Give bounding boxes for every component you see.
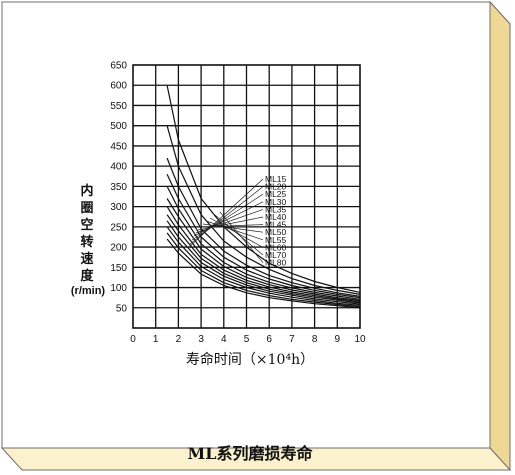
- legend-label: ML35: [265, 204, 287, 214]
- legend-label: ML60: [265, 242, 287, 252]
- y-tick-label: 500: [110, 121, 127, 132]
- legend-label: ML25: [265, 189, 287, 199]
- series-line-ml20: [166, 125, 361, 295]
- y-axis-label-char: 圈: [80, 201, 94, 216]
- legend-label: ML70: [265, 250, 287, 260]
- legend-label: ML40: [265, 212, 287, 222]
- x-axis-label: 寿命时间（×10⁴h）: [185, 352, 315, 368]
- curves: [166, 85, 361, 309]
- y-tick-label: 400: [110, 162, 127, 173]
- figure-caption: ML系列磨损寿命: [187, 444, 313, 463]
- series-line-ml30: [166, 173, 361, 299]
- legend-leader-line: [189, 186, 264, 245]
- legend-leader-line: [214, 214, 264, 256]
- y-tick-label: 100: [110, 283, 127, 294]
- y-axis-label-char: 空: [80, 218, 94, 233]
- x-tick-label: 5: [244, 334, 250, 345]
- legend-leader-line: [197, 216, 264, 231]
- x-tick-label: 3: [198, 334, 204, 345]
- y-tick-label: 650: [110, 61, 127, 72]
- legend-label: ML30: [265, 197, 287, 207]
- y-tick-label: 450: [110, 141, 127, 152]
- legend-leaders: [187, 178, 264, 263]
- x-tick-label: 10: [354, 334, 366, 345]
- legend-label: ML80: [265, 258, 287, 268]
- y-tick-label: 250: [110, 222, 127, 233]
- y-axis-label-char: 转: [80, 235, 94, 250]
- legend-leader-line: [193, 201, 264, 237]
- y-tick-label: 50: [116, 303, 128, 314]
- legend-label: ML45: [265, 220, 287, 230]
- x-tick-label: 6: [266, 334, 272, 345]
- series-line-ml40: [166, 198, 361, 302]
- series-line-ml45: [166, 206, 361, 303]
- legend-label: ML50: [265, 227, 287, 237]
- legend-leader-line: [202, 223, 264, 233]
- series-line-ml80: [166, 238, 361, 309]
- x-tick-label: 7: [289, 334, 295, 345]
- y-tick-label: 150: [110, 263, 127, 274]
- y-tick-label: 550: [110, 101, 127, 112]
- y-axis-label-char: 内: [80, 184, 94, 199]
- tick-labels: 0 1 2 3 4 5 6 7 8 9 10 50 100 150 200 250 300 350 400 450 50…: [110, 61, 366, 346]
- y-axis-label-char: 速: [80, 252, 94, 267]
- series-line-ml25: [166, 157, 361, 297]
- y-tick-label: 350: [110, 182, 127, 193]
- x-tick-label: 8: [312, 334, 318, 345]
- series-line-ml15: [166, 85, 361, 293]
- legend-leader-line: [187, 178, 264, 249]
- series-line-ml60: [166, 226, 361, 306]
- panel-bottom-bevel: [0, 447, 512, 471]
- y-tick-label: 600: [110, 81, 127, 92]
- y-tick-label: 300: [110, 202, 127, 213]
- legend-leader-line: [191, 193, 264, 241]
- legend: ML15ML20ML25ML30ML35ML40ML45ML50ML55ML60…: [265, 174, 287, 268]
- series-line-ml50: [166, 214, 361, 304]
- x-tick-label: 1: [153, 334, 159, 345]
- y-tick-label: 200: [110, 243, 127, 254]
- x-tick-label: 2: [176, 334, 182, 345]
- legend-label: ML20: [265, 182, 287, 192]
- x-tick-label: 4: [221, 334, 227, 345]
- x-tick-label: 9: [335, 334, 341, 345]
- series-line-ml55: [166, 220, 361, 305]
- legend-leader-line: [205, 220, 264, 241]
- x-tick-label: 0: [130, 334, 136, 345]
- y-axis-unit: (r/min): [70, 285, 106, 297]
- legend-leader-line: [195, 209, 264, 234]
- series-line-ml35: [166, 186, 361, 300]
- series-line-ml70: [166, 232, 361, 308]
- y-axis-label-char: 度: [80, 269, 94, 284]
- legend-label: ML55: [265, 235, 287, 245]
- legend-label: ML15: [265, 174, 287, 184]
- legend-leader-line: [219, 211, 264, 263]
